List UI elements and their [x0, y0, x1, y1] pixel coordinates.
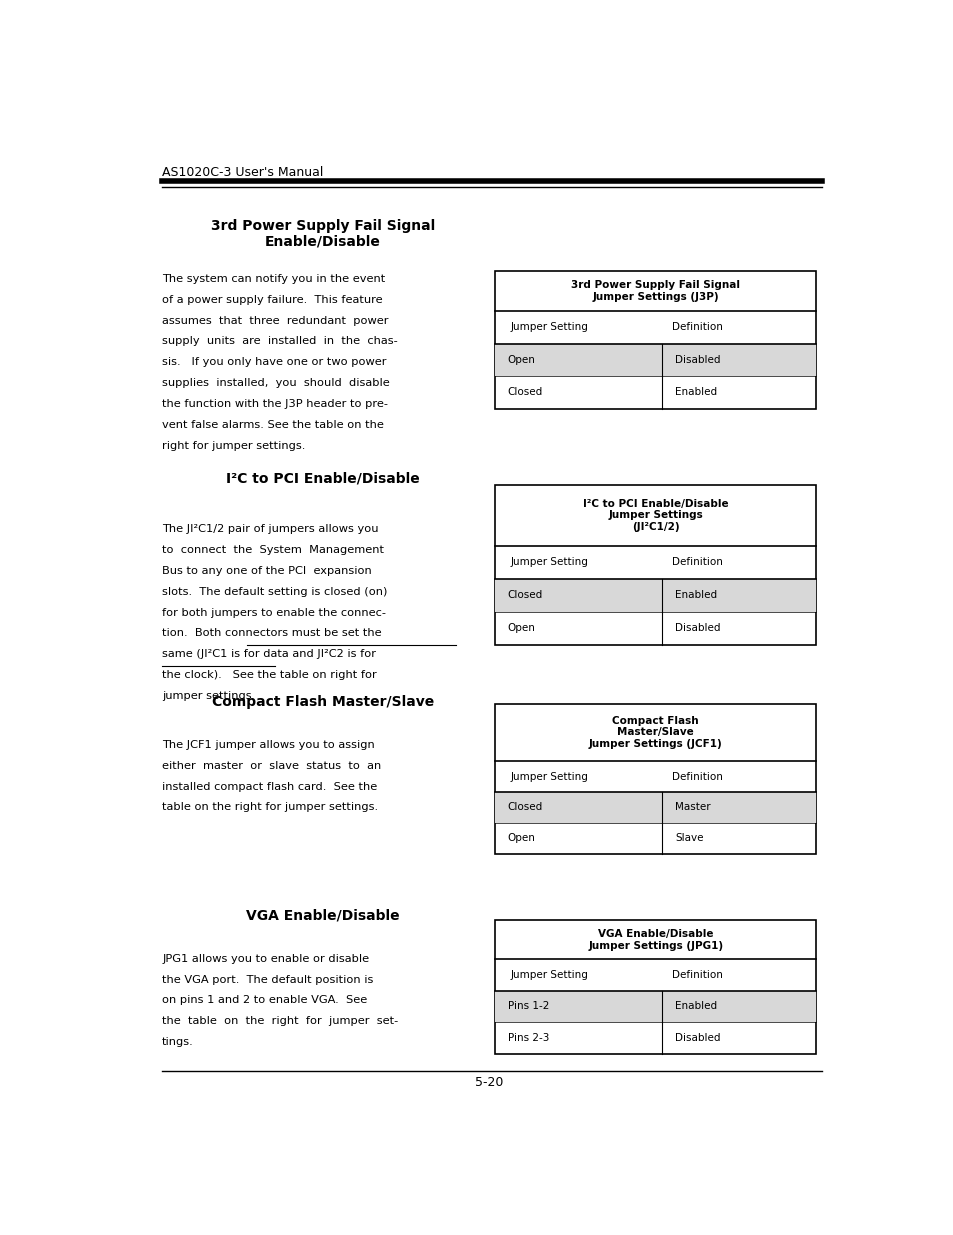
Text: Pins 2-3: Pins 2-3	[507, 1032, 549, 1042]
Text: Definition: Definition	[671, 772, 721, 782]
Text: table on the right for jumper settings.: table on the right for jumper settings.	[162, 803, 377, 813]
Text: Disabled: Disabled	[674, 1032, 720, 1042]
Bar	[495, 990, 816, 1023]
Text: Enabled: Enabled	[674, 388, 717, 398]
Bar	[495, 579, 816, 611]
Text: I²C to PCI Enable/Disable: I²C to PCI Enable/Disable	[226, 472, 419, 485]
Text: the clock).   See the table on right for: the clock). See the table on right for	[162, 671, 376, 680]
Text: Jumper Setting: Jumper Setting	[511, 772, 588, 782]
Text: Disabled: Disabled	[674, 354, 720, 366]
Text: Open: Open	[507, 354, 535, 366]
Text: Closed: Closed	[507, 388, 542, 398]
Text: Closed: Closed	[507, 590, 542, 600]
Text: Jumper Setting: Jumper Setting	[511, 557, 588, 567]
Text: slots.  The default setting is closed (on): slots. The default setting is closed (on…	[162, 587, 387, 597]
Text: The system can notify you in the event: The system can notify you in the event	[162, 274, 385, 284]
Text: Closed: Closed	[507, 803, 542, 813]
Text: The JI²C1/2 pair of jumpers allows you: The JI²C1/2 pair of jumpers allows you	[162, 524, 378, 534]
Text: installed compact flash card.  See the: installed compact flash card. See the	[162, 782, 377, 792]
Text: Compact Flash Master/Slave: Compact Flash Master/Slave	[212, 695, 434, 709]
Text: vent false alarms. See the table on the: vent false alarms. See the table on the	[162, 420, 384, 430]
Text: for both jumpers to enable the connec-: for both jumpers to enable the connec-	[162, 608, 386, 618]
Text: Open: Open	[507, 624, 535, 634]
Text: 3rd Power Supply Fail Signal
Jumper Settings (J3P): 3rd Power Supply Fail Signal Jumper Sett…	[571, 280, 740, 301]
Text: Enabled: Enabled	[674, 1002, 717, 1011]
Text: the VGA port.  The default position is: the VGA port. The default position is	[162, 974, 374, 984]
Text: VGA Enable/Disable: VGA Enable/Disable	[246, 909, 399, 923]
Text: tings.: tings.	[162, 1037, 193, 1047]
Text: supply  units  are  installed  in  the  chas-: supply units are installed in the chas-	[162, 336, 397, 347]
Text: supplies  installed,  you  should  disable: supplies installed, you should disable	[162, 378, 390, 388]
Bar	[495, 792, 816, 823]
Text: Master: Master	[674, 803, 710, 813]
Text: Bus to any one of the PCI  expansion: Bus to any one of the PCI expansion	[162, 566, 372, 576]
Text: 3rd Power Supply Fail Signal
Enable/Disable: 3rd Power Supply Fail Signal Enable/Disa…	[211, 219, 435, 248]
Text: 5-20: 5-20	[475, 1076, 502, 1088]
Text: Definition: Definition	[671, 322, 721, 332]
Bar	[495, 704, 816, 853]
Text: tion.  Both connectors must be set the: tion. Both connectors must be set the	[162, 629, 381, 638]
Text: Open: Open	[507, 834, 535, 844]
Text: jumper settings: jumper settings	[162, 692, 252, 701]
Text: Slave: Slave	[674, 834, 702, 844]
Text: Definition: Definition	[671, 969, 721, 981]
Text: of a power supply failure.  This feature: of a power supply failure. This feature	[162, 295, 382, 305]
Text: Definition: Definition	[671, 557, 721, 567]
Text: Enabled: Enabled	[674, 590, 717, 600]
Text: Jumper Setting: Jumper Setting	[511, 322, 588, 332]
Text: AS1020C-3 User's Manual: AS1020C-3 User's Manual	[162, 167, 323, 179]
Text: VGA Enable/Disable
Jumper Settings (JPG1): VGA Enable/Disable Jumper Settings (JPG1…	[587, 929, 722, 951]
Text: Pins 1-2: Pins 1-2	[507, 1002, 549, 1011]
Bar	[495, 485, 816, 645]
Bar	[495, 343, 816, 377]
Text: on pins 1 and 2 to enable VGA.  See: on pins 1 and 2 to enable VGA. See	[162, 995, 367, 1005]
Text: sis.   If you only have one or two power: sis. If you only have one or two power	[162, 357, 386, 367]
Text: I²C to PCI Enable/Disable
Jumper Settings
(JI²C1/2): I²C to PCI Enable/Disable Jumper Setting…	[582, 499, 728, 532]
Text: same (JI²C1 is for data and JI²C2 is for: same (JI²C1 is for data and JI²C2 is for	[162, 650, 375, 659]
Text: the function with the J3P header to pre-: the function with the J3P header to pre-	[162, 399, 388, 409]
Text: right for jumper settings.: right for jumper settings.	[162, 441, 305, 451]
Text: to  connect  the  System  Management: to connect the System Management	[162, 545, 384, 555]
Text: assumes  that  three  redundant  power: assumes that three redundant power	[162, 316, 388, 326]
Text: Jumper Setting: Jumper Setting	[511, 969, 588, 981]
Text: Disabled: Disabled	[674, 624, 720, 634]
Text: Compact Flash
Master/Slave
Jumper Settings (JCF1): Compact Flash Master/Slave Jumper Settin…	[588, 716, 721, 748]
Bar	[495, 920, 816, 1053]
Text: JPG1 allows you to enable or disable: JPG1 allows you to enable or disable	[162, 953, 369, 963]
Text: the  table  on  the  right  for  jumper  set-: the table on the right for jumper set-	[162, 1016, 398, 1026]
Bar	[495, 270, 816, 409]
Text: The JCF1 jumper allows you to assign: The JCF1 jumper allows you to assign	[162, 740, 375, 750]
Text: either  master  or  slave  status  to  an: either master or slave status to an	[162, 761, 381, 771]
